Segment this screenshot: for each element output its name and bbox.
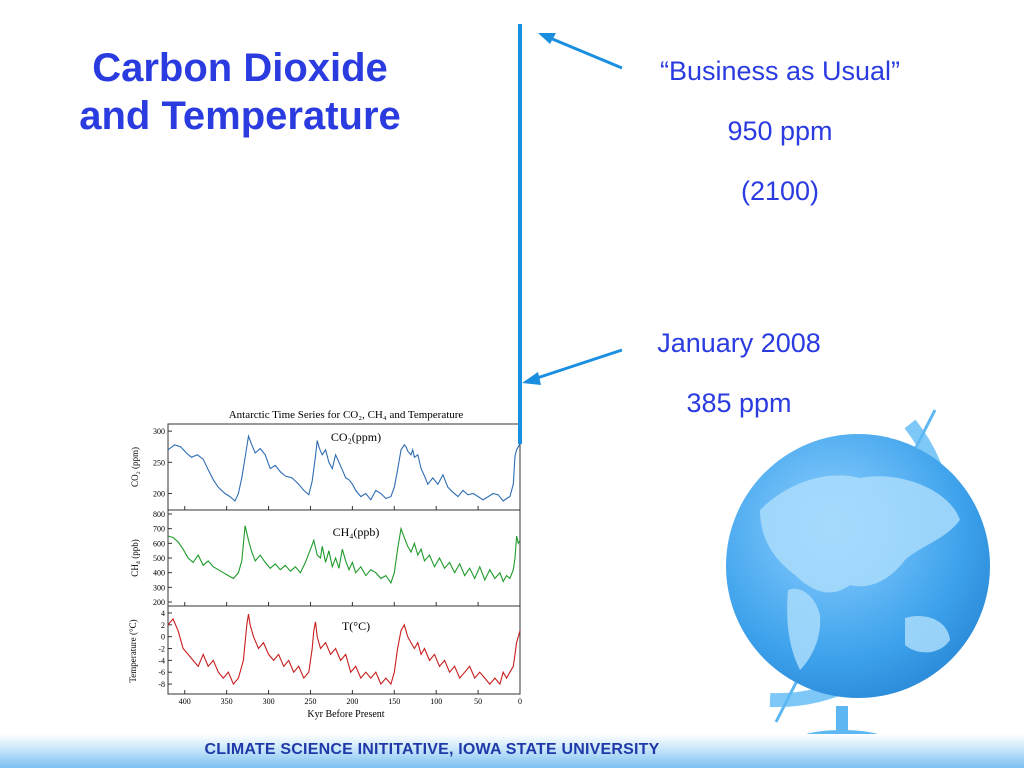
globe-landmass-africa	[787, 588, 821, 670]
footer-text: CLIMATE SCIENCE INITITATIVE, IOWA STATE …	[204, 741, 660, 758]
globe-landmass-asia	[760, 475, 960, 593]
business-as-usual-year: (2100)	[740, 176, 820, 206]
ch4-y-tick-label: 200	[153, 598, 165, 607]
chart-marks: 300250200800700600500400300200420-2-4-6-…	[153, 427, 522, 706]
ch4-y-axis-label: CH₄ (ppb)	[130, 539, 140, 576]
co2-y-tick-label: 250	[153, 458, 165, 467]
slide-title-line2: and Temperature	[79, 94, 401, 138]
ch4-y-tick-label: 400	[153, 569, 165, 578]
ch4-y-tick-label: 800	[153, 510, 165, 519]
temperature-series-line	[167, 614, 521, 686]
ch4-y-tick-label: 300	[153, 583, 165, 592]
chart-title: Antarctic Time Series for CO₂, CH₄ and T…	[229, 409, 464, 421]
co2-y-tick-label: 200	[153, 490, 165, 499]
x-tick-label: 350	[221, 697, 233, 706]
globe-icon	[726, 409, 990, 754]
january-2008-arrow-shaft	[533, 348, 623, 381]
january-2008-arrow	[522, 348, 623, 385]
globe-stand	[836, 706, 848, 740]
temperature-panel-frame	[167, 605, 521, 695]
business-as-usual-annotation: “Business as Usual” 950 ppm (2100)	[600, 56, 960, 206]
january-2008-annotation: January 2008 385 ppm	[600, 328, 878, 418]
business-as-usual-value: 950 ppm	[727, 116, 833, 146]
temperature-y-tick-label: -2	[158, 645, 165, 654]
x-axis-label: Kyr Before Present	[307, 709, 384, 720]
temperature-y-tick-label: -8	[158, 680, 165, 689]
x-tick-label: 400	[179, 697, 191, 706]
business-as-usual-label: “Business as Usual”	[659, 56, 901, 86]
slide-title-line1: Carbon Dioxide	[92, 46, 388, 90]
business-as-usual-arrow-shaft	[549, 36, 623, 70]
x-tick-label: 0	[518, 697, 522, 706]
co2-panel-label: CO₂(ppm)	[331, 430, 381, 444]
temperature-y-axis-label: Temperature (°C)	[128, 619, 138, 682]
temperature-y-tick-label: -6	[158, 668, 165, 677]
arrow-icon	[538, 33, 556, 44]
footer-band	[0, 734, 1024, 768]
x-tick-label: 150	[388, 697, 400, 706]
x-tick-label: 50	[474, 697, 482, 706]
january-2008-label: January 2008	[657, 328, 821, 358]
co2-series-line	[167, 433, 521, 502]
ch4-y-tick-label: 500	[153, 554, 165, 563]
january-2008-value: 385 ppm	[686, 388, 792, 418]
slide-title: Carbon Dioxide and Temperature	[40, 44, 440, 140]
globe-landmass-australia	[905, 616, 950, 653]
ch4-panel-label: CH₄(ppb)	[333, 525, 380, 539]
co2-y-tick-label: 300	[153, 427, 165, 436]
temperature-y-tick-label: -4	[158, 656, 165, 665]
temperature-y-tick-label: 4	[161, 609, 165, 618]
ch4-y-tick-label: 600	[153, 539, 165, 548]
x-tick-label: 100	[430, 697, 442, 706]
business-as-usual-arrow	[538, 33, 623, 70]
x-tick-label: 250	[304, 697, 316, 706]
temperature-panel-label: T(°C)	[342, 619, 370, 633]
x-tick-label: 200	[346, 697, 358, 706]
ch4-series-line	[167, 525, 521, 585]
temperature-y-tick-label: 2	[161, 621, 165, 630]
arrow-icon	[522, 372, 541, 385]
x-tick-label: 300	[263, 697, 275, 706]
temperature-y-tick-label: 0	[161, 633, 165, 642]
ch4-y-tick-label: 700	[153, 525, 165, 534]
co2-y-axis-label: CO₂ (ppm)	[130, 447, 140, 487]
